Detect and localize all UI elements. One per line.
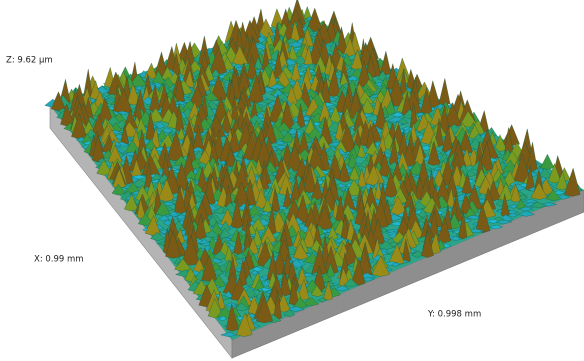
surface-peak <box>541 154 554 170</box>
surface-view: Z: 9.62 µm X: 0.99 mm Y: 0.998 mm <box>0 0 584 361</box>
x-label: X: 0.99 mm <box>34 255 84 265</box>
z-label: Z: 9.62 µm <box>6 56 53 66</box>
surface-peaks <box>45 0 582 337</box>
y-label: Y: 0.998 mm <box>427 310 481 320</box>
surface-peak <box>439 78 450 105</box>
